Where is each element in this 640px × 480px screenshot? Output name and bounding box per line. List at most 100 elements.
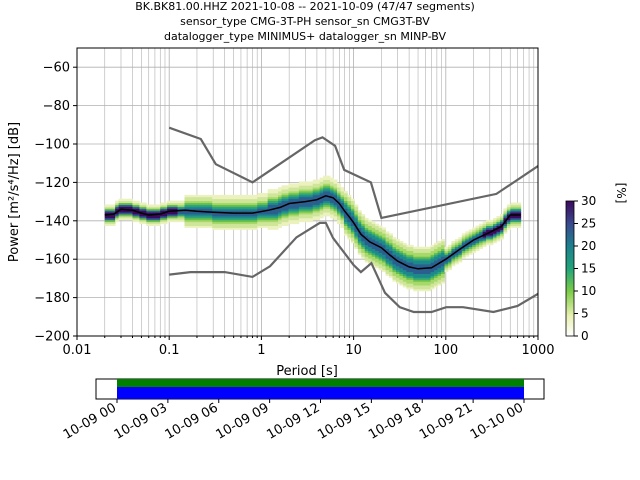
heatmap-cell	[288, 198, 293, 202]
heatmap-cell	[257, 202, 262, 205]
heatmap-cell	[447, 260, 452, 263]
heatmap-cell	[201, 198, 206, 202]
heatmap-cell	[437, 283, 442, 286]
heatmap-cell	[337, 206, 341, 209]
heatmap-cell	[212, 214, 217, 217]
heatmap-cell	[389, 265, 393, 269]
heatmap-cell	[212, 196, 217, 200]
heatmap-cell	[153, 216, 158, 219]
x-tick-label: 100	[433, 343, 458, 358]
heatmap-cell	[378, 244, 383, 248]
heatmap-cell	[423, 277, 428, 280]
heatmap-cell	[357, 214, 362, 217]
heatmap-cell	[260, 225, 265, 228]
heatmap-cell	[354, 217, 359, 221]
heatmap-cell	[153, 210, 158, 213]
heatmap-cell	[447, 265, 452, 269]
heatmap-cell	[330, 216, 334, 219]
heatmap-cell	[291, 200, 296, 203]
heatmap-cell	[215, 223, 220, 226]
heatmap-cell	[451, 244, 456, 248]
x-axis-label: Period [s]	[276, 364, 338, 379]
heatmap-cell	[208, 194, 213, 198]
heatmap-cell	[357, 223, 362, 226]
heatmap-cell	[250, 219, 255, 223]
heatmap-cell	[281, 189, 286, 192]
heatmap-cell	[454, 248, 459, 251]
heatmap-cell	[413, 275, 418, 278]
heatmap-cell	[371, 264, 376, 267]
heatmap-cell	[108, 214, 113, 217]
heatmap-cell	[441, 262, 445, 265]
heatmap-cell	[337, 219, 341, 223]
heatmap-cell	[239, 216, 244, 219]
colorbar-tick-label: 10	[581, 284, 596, 298]
heatmap-cell	[167, 216, 172, 219]
heatmap-cell	[118, 200, 123, 203]
heatmap-cell	[357, 242, 362, 246]
heatmap-cell	[239, 208, 244, 211]
heatmap-cell	[264, 206, 269, 209]
heatmap-cell	[357, 233, 362, 236]
heatmap-cell	[181, 206, 185, 209]
heatmap-cell	[361, 227, 366, 230]
heatmap-cell	[371, 250, 376, 253]
heatmap-cell	[278, 214, 282, 217]
heatmap-cell	[305, 208, 310, 211]
heatmap-cell	[368, 258, 373, 261]
heatmap-cell	[392, 246, 397, 250]
heatmap-cell	[288, 210, 293, 213]
heatmap-cell	[226, 196, 230, 200]
heatmap-cell	[354, 223, 359, 226]
heatmap-cell	[326, 175, 331, 178]
heatmap-cell	[181, 217, 185, 221]
heatmap-cell	[295, 212, 300, 215]
heatmap-cell	[271, 192, 276, 196]
heatmap-cell	[399, 277, 404, 280]
heatmap-cell	[441, 248, 445, 251]
heatmap-cell	[215, 202, 220, 205]
heatmap-cell	[437, 254, 442, 257]
heatmap-cell	[288, 187, 293, 190]
heatmap-cell	[427, 277, 432, 280]
heatmap-cell	[395, 239, 400, 242]
heatmap-cell	[291, 185, 296, 188]
heatmap-cell	[420, 277, 425, 280]
heatmap-cell	[389, 271, 393, 274]
heatmap-cell	[447, 262, 452, 265]
heatmap-cell	[382, 242, 386, 246]
heatmap-cell	[427, 258, 432, 261]
heatmap-cell	[285, 204, 289, 207]
heatmap-cell	[361, 225, 366, 228]
heatmap-cell	[427, 275, 432, 278]
heatmap-cell	[330, 212, 334, 215]
heatmap-cell	[295, 196, 300, 200]
heatmap-cell	[205, 221, 210, 225]
heatmap-cell	[236, 223, 241, 226]
heatmap-cell	[302, 194, 307, 198]
heatmap-cell	[302, 202, 307, 205]
heatmap-cell	[298, 217, 303, 221]
heatmap-cell	[135, 217, 140, 221]
heatmap-cell	[316, 189, 321, 192]
heatmap-cell	[271, 196, 276, 200]
heatmap-cell	[222, 225, 227, 228]
heatmap-cell	[517, 225, 522, 228]
heatmap-cell	[357, 239, 362, 242]
heatmap-cell	[368, 229, 373, 232]
heatmap-cell	[434, 275, 438, 278]
heatmap-cell	[402, 265, 407, 269]
heatmap-cell	[309, 189, 314, 192]
heatmap-cell	[340, 200, 345, 203]
heatmap-cell	[364, 225, 369, 228]
heatmap-cell	[153, 221, 158, 225]
heatmap-cell	[430, 260, 435, 263]
y-axis-ticks: −60−80−100−120−140−160−180−200	[34, 61, 77, 345]
heatmap-cell	[198, 223, 203, 226]
heatmap-cell	[395, 267, 400, 271]
x-tick-label: 0.01	[63, 343, 92, 358]
heatmap-cell	[402, 246, 407, 250]
heatmap-cell	[326, 181, 331, 184]
heatmap-cell	[454, 246, 459, 250]
heatmap-cell	[499, 235, 504, 238]
